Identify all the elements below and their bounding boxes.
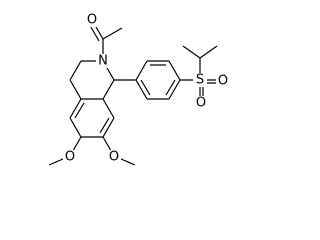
bond (165, 79, 176, 96)
bond (69, 79, 82, 100)
bond (135, 79, 148, 100)
atom-label: O (109, 150, 119, 165)
label-bg (193, 73, 207, 87)
atom-label: N (98, 54, 108, 69)
bond (199, 45, 218, 59)
label-bg (194, 96, 208, 110)
atom-label: O (65, 150, 75, 165)
bond (168, 79, 181, 100)
bond (69, 60, 82, 81)
bond (140, 79, 151, 96)
label-bg (63, 150, 77, 164)
bond (102, 27, 123, 40)
bonds (48, 19, 222, 166)
atom-label: S (196, 73, 204, 88)
label-bg (96, 54, 110, 68)
atom-labels: O N S O O O O (63, 13, 230, 165)
bond (69, 98, 82, 119)
structure-diagram: O N S O O O O (48, 13, 230, 166)
bond (135, 60, 148, 81)
bond (102, 98, 115, 119)
atom-label: O (87, 13, 97, 28)
bond (168, 60, 181, 81)
bond (69, 117, 82, 138)
label-bg (216, 74, 230, 88)
bond (99, 117, 110, 134)
bond (182, 45, 201, 59)
label-bg (107, 150, 121, 164)
label-bg (85, 13, 99, 27)
bond (102, 79, 115, 100)
bond (74, 102, 85, 119)
atom-label: O (196, 96, 206, 111)
atom-label: O (218, 74, 228, 89)
bond (102, 117, 115, 138)
